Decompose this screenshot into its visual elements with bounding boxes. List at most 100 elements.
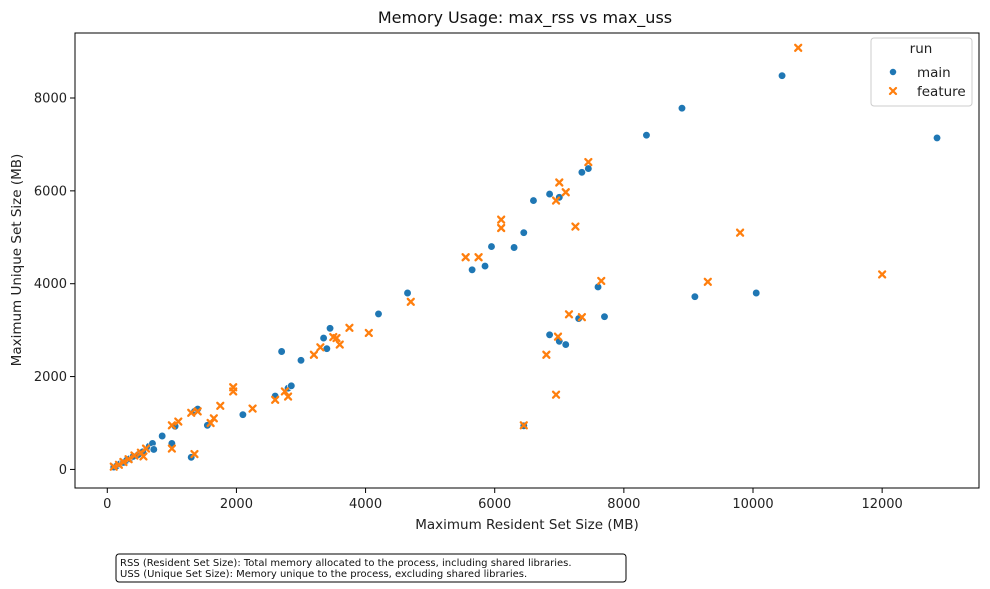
series-feature xyxy=(109,43,887,471)
point-main xyxy=(561,340,570,349)
point-main xyxy=(600,312,609,321)
point-feature xyxy=(174,417,183,426)
point-feature xyxy=(497,215,506,224)
y-tick-label: 4000 xyxy=(34,277,67,292)
point-feature xyxy=(584,157,593,167)
legend-label-main: main xyxy=(917,65,951,81)
point-feature xyxy=(345,323,354,332)
point-main xyxy=(584,164,593,173)
point-feature xyxy=(130,451,139,460)
point-main xyxy=(319,333,328,343)
point-feature xyxy=(124,455,133,464)
point-main xyxy=(296,356,306,365)
point-feature xyxy=(193,407,202,416)
point-feature xyxy=(335,340,344,349)
point-main xyxy=(238,410,248,419)
point-feature xyxy=(114,460,124,469)
point-feature xyxy=(735,228,745,237)
point-main xyxy=(642,130,651,140)
x-tick-label: 4000 xyxy=(349,497,382,512)
point-feature xyxy=(577,312,587,322)
point-main xyxy=(403,288,412,298)
point-main xyxy=(677,104,687,113)
point-feature xyxy=(316,343,325,352)
point-main xyxy=(577,168,587,177)
point-main xyxy=(932,133,942,143)
y-tick-label: 0 xyxy=(59,463,67,478)
point-main xyxy=(752,288,761,298)
x-axis-label: Maximum Resident Set Size (MB) xyxy=(415,517,639,533)
point-feature xyxy=(139,452,148,461)
point-feature xyxy=(271,395,280,404)
point-feature xyxy=(553,332,563,341)
point-feature xyxy=(561,188,570,197)
point-feature xyxy=(519,421,528,430)
legend-label-feature: feature xyxy=(917,84,966,100)
x-tick-label: 2000 xyxy=(220,497,253,512)
plot-frame xyxy=(74,32,980,489)
point-feature xyxy=(167,421,177,430)
legend: run main feature xyxy=(870,37,973,107)
legend-marker-main xyxy=(889,68,897,76)
y-tick-label: 8000 xyxy=(34,92,67,107)
point-main xyxy=(690,292,700,301)
legend-title: run xyxy=(910,41,933,57)
footnote-frame xyxy=(115,553,627,583)
point-main xyxy=(277,347,286,356)
point-main xyxy=(509,243,519,252)
point-main xyxy=(287,381,296,391)
point-feature xyxy=(597,276,606,286)
point-main xyxy=(777,71,787,80)
point-feature xyxy=(564,310,574,319)
footnote-box: RSS (Resident Set Size): Total memory al… xyxy=(115,553,627,583)
point-main xyxy=(529,196,538,205)
point-feature xyxy=(555,178,564,187)
y-tick-label: 6000 xyxy=(34,184,67,199)
point-feature xyxy=(119,457,128,467)
point-feature xyxy=(571,222,580,231)
point-feature xyxy=(794,43,803,53)
x-tick-label: 12000 xyxy=(861,497,902,512)
point-main xyxy=(519,228,528,237)
footnote-uss: USS (Unique Set Size): Memory unique to … xyxy=(120,569,527,580)
point-feature xyxy=(216,401,225,410)
plot-area xyxy=(74,32,980,489)
point-feature xyxy=(497,223,506,233)
point-feature xyxy=(309,350,319,359)
point-feature xyxy=(364,328,373,338)
point-main xyxy=(545,330,554,339)
point-feature xyxy=(542,350,551,359)
point-main xyxy=(480,261,490,271)
x-tick-label: 6000 xyxy=(478,497,511,512)
point-feature xyxy=(703,277,712,287)
point-feature xyxy=(283,392,293,401)
point-feature xyxy=(190,449,199,459)
x-tick-label: 8000 xyxy=(607,497,640,512)
point-main xyxy=(545,189,554,199)
point-feature xyxy=(551,390,561,399)
point-feature xyxy=(551,196,561,205)
chart-title: Memory Usage: max_rss vs max_uss xyxy=(378,8,672,28)
data-points xyxy=(109,43,942,472)
point-feature xyxy=(406,297,415,306)
point-feature xyxy=(248,404,257,413)
y-tick-label: 2000 xyxy=(34,370,67,385)
point-feature xyxy=(209,414,218,423)
y-axis-label: Maximum Unique Set Size (MB) xyxy=(9,154,25,367)
point-main xyxy=(322,344,331,353)
point-main xyxy=(374,309,383,319)
point-feature xyxy=(332,333,341,343)
point-feature xyxy=(187,408,196,417)
footnote-rss: RSS (Resident Set Size): Total memory al… xyxy=(120,558,572,569)
point-main xyxy=(325,324,335,333)
point-feature xyxy=(280,387,290,396)
x-axis-ticks: 0 2000 4000 6000 8000 10000 12000 xyxy=(103,488,903,512)
point-feature xyxy=(167,444,177,453)
point-feature xyxy=(229,383,238,392)
x-tick-label: 0 xyxy=(103,497,111,512)
point-main xyxy=(467,265,477,274)
point-main xyxy=(487,242,496,251)
series-main xyxy=(109,71,942,472)
y-axis-ticks: 0 2000 4000 6000 8000 xyxy=(34,92,75,478)
